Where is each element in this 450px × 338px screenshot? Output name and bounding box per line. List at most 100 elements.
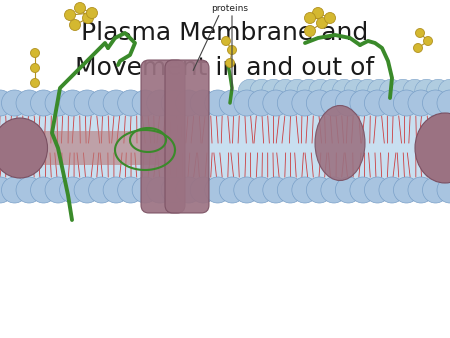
Circle shape <box>228 46 237 54</box>
Circle shape <box>305 13 315 24</box>
Circle shape <box>306 90 333 116</box>
Circle shape <box>324 13 336 24</box>
Circle shape <box>89 90 115 116</box>
Circle shape <box>161 177 187 203</box>
Circle shape <box>69 20 81 30</box>
Circle shape <box>263 177 289 203</box>
Circle shape <box>414 44 423 52</box>
FancyBboxPatch shape <box>141 60 185 213</box>
Circle shape <box>262 79 285 103</box>
Circle shape <box>176 90 202 116</box>
Circle shape <box>316 18 328 28</box>
FancyBboxPatch shape <box>0 131 165 165</box>
Circle shape <box>147 177 173 203</box>
Circle shape <box>437 90 450 116</box>
Circle shape <box>248 177 274 203</box>
Circle shape <box>205 177 231 203</box>
Circle shape <box>285 79 309 103</box>
Circle shape <box>238 79 262 103</box>
Circle shape <box>147 90 173 116</box>
Circle shape <box>205 90 231 116</box>
Circle shape <box>393 90 419 116</box>
Circle shape <box>176 177 202 203</box>
Circle shape <box>117 90 144 116</box>
Circle shape <box>132 177 158 203</box>
Circle shape <box>190 90 216 116</box>
Circle shape <box>0 177 13 203</box>
Circle shape <box>437 177 450 203</box>
Circle shape <box>423 90 449 116</box>
Circle shape <box>31 64 40 72</box>
Circle shape <box>219 177 245 203</box>
Circle shape <box>335 177 361 203</box>
Ellipse shape <box>315 105 365 180</box>
Circle shape <box>263 90 289 116</box>
Circle shape <box>393 177 419 203</box>
Circle shape <box>1 177 27 203</box>
Circle shape <box>321 79 344 103</box>
Circle shape <box>103 177 129 203</box>
Circle shape <box>379 79 403 103</box>
Circle shape <box>344 79 368 103</box>
Ellipse shape <box>0 118 48 178</box>
FancyBboxPatch shape <box>0 98 450 195</box>
Circle shape <box>364 177 391 203</box>
Circle shape <box>190 177 216 203</box>
Circle shape <box>89 177 115 203</box>
Circle shape <box>250 79 274 103</box>
Circle shape <box>74 177 100 203</box>
Circle shape <box>408 90 434 116</box>
Circle shape <box>16 177 42 203</box>
Circle shape <box>86 7 98 19</box>
Ellipse shape <box>415 113 450 183</box>
Circle shape <box>1 90 27 116</box>
Circle shape <box>277 177 303 203</box>
Circle shape <box>335 90 361 116</box>
Circle shape <box>423 37 432 46</box>
Circle shape <box>225 58 234 68</box>
Circle shape <box>427 79 450 103</box>
Circle shape <box>379 90 405 116</box>
Circle shape <box>45 90 71 116</box>
Circle shape <box>423 177 449 203</box>
Circle shape <box>368 79 391 103</box>
Circle shape <box>31 177 57 203</box>
Circle shape <box>219 90 245 116</box>
Text: proteins: proteins <box>212 4 248 13</box>
Circle shape <box>415 28 424 38</box>
Circle shape <box>364 90 391 116</box>
Circle shape <box>312 7 324 19</box>
Circle shape <box>64 9 76 21</box>
Circle shape <box>391 79 414 103</box>
Circle shape <box>132 90 158 116</box>
FancyBboxPatch shape <box>165 60 209 213</box>
Circle shape <box>403 79 427 103</box>
Circle shape <box>321 177 347 203</box>
Circle shape <box>82 13 94 24</box>
Text: Movement in and out of: Movement in and out of <box>76 56 374 80</box>
Circle shape <box>438 79 450 103</box>
Circle shape <box>16 90 42 116</box>
Circle shape <box>248 90 274 116</box>
Circle shape <box>350 90 376 116</box>
Circle shape <box>350 177 376 203</box>
Circle shape <box>274 79 297 103</box>
Circle shape <box>103 90 129 116</box>
Circle shape <box>161 90 187 116</box>
Circle shape <box>31 90 57 116</box>
Circle shape <box>234 177 260 203</box>
Circle shape <box>59 90 86 116</box>
Circle shape <box>221 37 230 46</box>
Circle shape <box>292 90 318 116</box>
Circle shape <box>356 79 379 103</box>
Circle shape <box>45 177 71 203</box>
Circle shape <box>297 79 320 103</box>
Circle shape <box>333 79 356 103</box>
Text: Plasma Membrane and: Plasma Membrane and <box>81 21 369 45</box>
Circle shape <box>379 177 405 203</box>
Circle shape <box>292 177 318 203</box>
Circle shape <box>408 177 434 203</box>
Circle shape <box>234 90 260 116</box>
Circle shape <box>306 177 333 203</box>
Circle shape <box>75 2 86 14</box>
